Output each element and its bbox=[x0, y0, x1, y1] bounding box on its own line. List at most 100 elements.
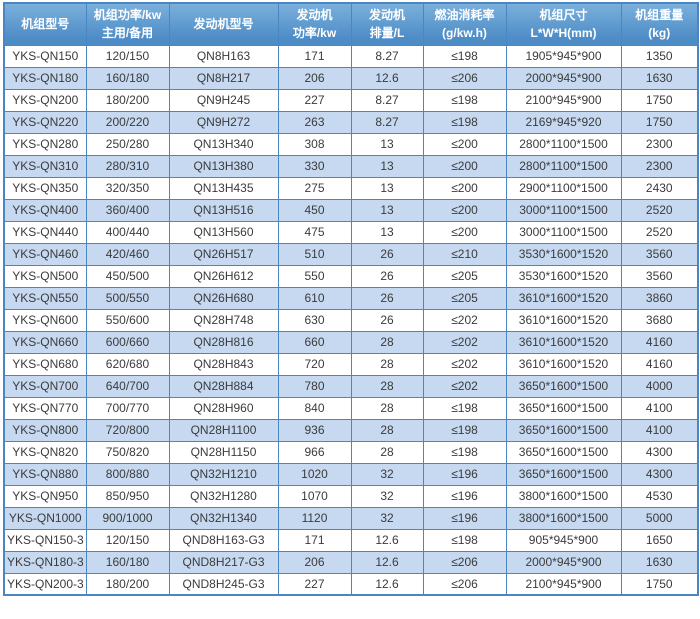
cell-unit-power: 720/800 bbox=[85, 418, 170, 442]
cell-engine-model: QN28H1150 bbox=[168, 440, 279, 464]
cell-fuel-consumption: ≤202 bbox=[422, 374, 507, 398]
cell-unit-model: YKS-QN680 bbox=[3, 352, 87, 376]
cell-engine-power: 450 bbox=[277, 198, 352, 222]
cell-unit-model: YKS-QN770 bbox=[3, 396, 87, 420]
cell-unit-weight: 1750 bbox=[620, 572, 699, 596]
cell-engine-model: QN28H1100 bbox=[168, 418, 279, 442]
cell-unit-power: 120/150 bbox=[85, 44, 170, 68]
table-row: YKS-QN220 200/220 QN9H272 263 8.27 ≤198 2169*9… bbox=[3, 110, 699, 134]
generator-spec-table: 机组型号 机组功率/kw 主用/备用 发动机型号 发动机 功率/kw 发动机 排量/L 燃… bbox=[3, 2, 699, 596]
cell-unit-dimensions: 3650*1600*1500 bbox=[505, 396, 622, 420]
cell-engine-displacement: 12.6 bbox=[350, 528, 424, 552]
cell-unit-weight: 4160 bbox=[620, 352, 699, 376]
table-row: YKS-QN310 280/310 QN13H380 330 13 ≤200 2800*11… bbox=[3, 154, 699, 178]
table-row: YKS-QN500 450/500 QN26H612 550 26 ≤205 3530*16… bbox=[3, 264, 699, 288]
cell-engine-model: QN9H245 bbox=[168, 88, 279, 112]
table-row: YKS-QN800 720/800 QN28H1100 936 28 ≤198 3650*1… bbox=[3, 418, 699, 442]
cell-fuel-consumption: ≤198 bbox=[422, 418, 507, 442]
cell-engine-model: QN32H1280 bbox=[168, 484, 279, 508]
cell-unit-dimensions: 2169*945*920 bbox=[505, 110, 622, 134]
cell-engine-power: 780 bbox=[277, 374, 352, 398]
cell-engine-model: QN26H612 bbox=[168, 264, 279, 288]
cell-fuel-consumption: ≤200 bbox=[422, 154, 507, 178]
cell-unit-power: 500/550 bbox=[85, 286, 170, 310]
cell-unit-model: YKS-QN1000 bbox=[3, 506, 87, 530]
column-header-engine-model: 发动机型号 bbox=[168, 2, 279, 46]
cell-unit-power: 700/770 bbox=[85, 396, 170, 420]
cell-engine-power: 275 bbox=[277, 176, 352, 200]
cell-unit-power: 640/700 bbox=[85, 374, 170, 398]
cell-unit-dimensions: 3610*1600*1520 bbox=[505, 330, 622, 354]
cell-engine-power: 171 bbox=[277, 528, 352, 552]
cell-fuel-consumption: ≤196 bbox=[422, 462, 507, 486]
cell-unit-model: YKS-QN880 bbox=[3, 462, 87, 486]
cell-unit-weight: 1350 bbox=[620, 44, 699, 68]
cell-engine-model: QN8H163 bbox=[168, 44, 279, 68]
cell-engine-model: QN13H435 bbox=[168, 176, 279, 200]
cell-engine-power: 660 bbox=[277, 330, 352, 354]
table-row: YKS-QN600 550/600 QN28H748 630 26 ≤202 3610*16… bbox=[3, 308, 699, 332]
cell-unit-dimensions: 2800*1100*1500 bbox=[505, 132, 622, 156]
cell-unit-power: 180/200 bbox=[85, 88, 170, 112]
cell-unit-model: YKS-QN820 bbox=[3, 440, 87, 464]
cell-fuel-consumption: ≤198 bbox=[422, 88, 507, 112]
table-row: YKS-QN1000 900/1000 QN32H1340 1120 32 ≤196 380… bbox=[3, 506, 699, 530]
cell-fuel-consumption: ≤206 bbox=[422, 572, 507, 596]
cell-engine-power: 936 bbox=[277, 418, 352, 442]
cell-unit-model: YKS-QN460 bbox=[3, 242, 87, 266]
cell-engine-displacement: 28 bbox=[350, 440, 424, 464]
cell-unit-model: YKS-QN180 bbox=[3, 66, 87, 90]
cell-engine-displacement: 13 bbox=[350, 154, 424, 178]
cell-unit-dimensions: 3530*1600*1520 bbox=[505, 264, 622, 288]
cell-unit-model: YKS-QN400 bbox=[3, 198, 87, 222]
cell-engine-model: QN13H380 bbox=[168, 154, 279, 178]
cell-unit-power: 900/1000 bbox=[85, 506, 170, 530]
table-row: YKS-QN180-3 160/180 QND8H217-G3 206 12.6 ≤206… bbox=[3, 550, 699, 574]
cell-fuel-consumption: ≤198 bbox=[422, 528, 507, 552]
column-header-unit-dimensions: 机组尺寸 L*W*H(mm) bbox=[505, 2, 622, 46]
table-row: YKS-QN880 800/880 QN32H1210 1020 32 ≤196 3650*… bbox=[3, 462, 699, 486]
cell-engine-power: 840 bbox=[277, 396, 352, 420]
cell-engine-power: 1020 bbox=[277, 462, 352, 486]
cell-unit-model: YKS-QN200 bbox=[3, 88, 87, 112]
cell-engine-power: 263 bbox=[277, 110, 352, 134]
cell-fuel-consumption: ≤206 bbox=[422, 66, 507, 90]
cell-unit-dimensions: 3000*1100*1500 bbox=[505, 220, 622, 244]
cell-engine-model: QN32H1340 bbox=[168, 506, 279, 530]
cell-fuel-consumption: ≤200 bbox=[422, 198, 507, 222]
cell-unit-weight: 2520 bbox=[620, 220, 699, 244]
cell-engine-model: QN13H340 bbox=[168, 132, 279, 156]
cell-unit-dimensions: 2000*945*900 bbox=[505, 66, 622, 90]
cell-unit-power: 320/350 bbox=[85, 176, 170, 200]
cell-fuel-consumption: ≤202 bbox=[422, 352, 507, 376]
cell-unit-weight: 4000 bbox=[620, 374, 699, 398]
cell-unit-dimensions: 3000*1100*1500 bbox=[505, 198, 622, 222]
cell-unit-dimensions: 3610*1600*1520 bbox=[505, 286, 622, 310]
cell-engine-model: QN32H1210 bbox=[168, 462, 279, 486]
cell-unit-weight: 4300 bbox=[620, 440, 699, 464]
cell-engine-displacement: 28 bbox=[350, 374, 424, 398]
cell-unit-model: YKS-QN600 bbox=[3, 308, 87, 332]
cell-engine-displacement: 28 bbox=[350, 396, 424, 420]
cell-unit-weight: 1630 bbox=[620, 550, 699, 574]
table-row: YKS-QN350 320/350 QN13H435 275 13 ≤200 2900*11… bbox=[3, 176, 699, 200]
cell-engine-model: QN13H560 bbox=[168, 220, 279, 244]
table-row: YKS-QN150 120/150 QN8H163 171 8.27 ≤198 1905*9… bbox=[3, 44, 699, 68]
cell-engine-model: QN28H748 bbox=[168, 308, 279, 332]
cell-engine-displacement: 26 bbox=[350, 286, 424, 310]
cell-engine-displacement: 28 bbox=[350, 330, 424, 354]
cell-unit-power: 800/880 bbox=[85, 462, 170, 486]
column-header-unit-power: 机组功率/kw 主用/备用 bbox=[85, 2, 170, 46]
cell-fuel-consumption: ≤202 bbox=[422, 308, 507, 332]
cell-engine-power: 720 bbox=[277, 352, 352, 376]
cell-engine-displacement: 26 bbox=[350, 242, 424, 266]
cell-unit-weight: 4300 bbox=[620, 462, 699, 486]
cell-engine-model: QND8H217-G3 bbox=[168, 550, 279, 574]
cell-engine-displacement: 13 bbox=[350, 198, 424, 222]
cell-engine-power: 610 bbox=[277, 286, 352, 310]
cell-unit-weight: 4100 bbox=[620, 396, 699, 420]
cell-unit-dimensions: 2800*1100*1500 bbox=[505, 154, 622, 178]
header-row: 机组型号 机组功率/kw 主用/备用 发动机型号 发动机 功率/kw 发动机 排量/L 燃… bbox=[3, 2, 699, 46]
cell-unit-model: YKS-QN310 bbox=[3, 154, 87, 178]
cell-unit-weight: 5000 bbox=[620, 506, 699, 530]
